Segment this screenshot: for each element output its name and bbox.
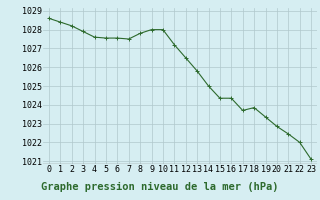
Text: Graphe pression niveau de la mer (hPa): Graphe pression niveau de la mer (hPa) — [41, 182, 279, 192]
